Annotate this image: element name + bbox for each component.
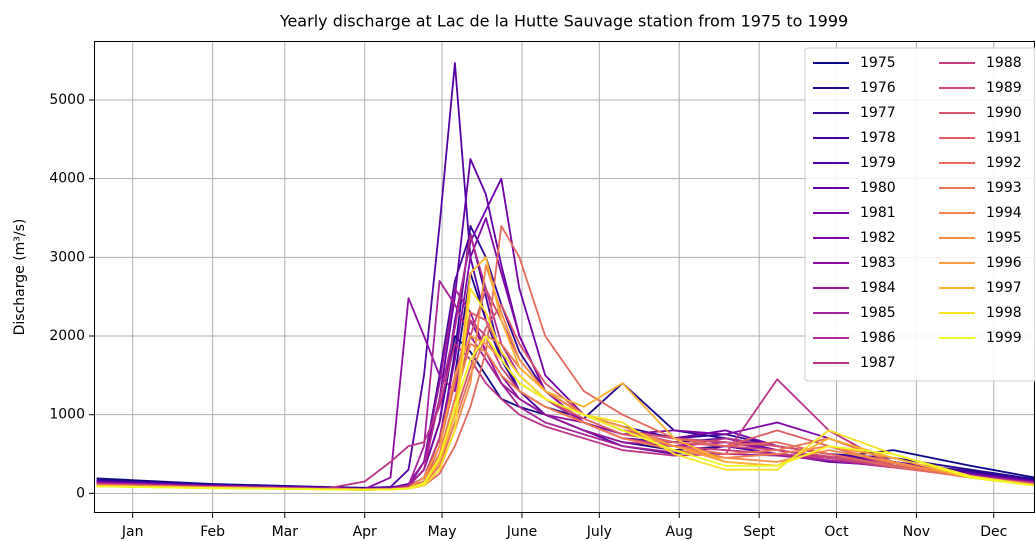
legend-label: 1993 <box>986 180 1022 196</box>
legend-label: 1983 <box>860 255 896 271</box>
legend-label: 1985 <box>860 305 896 321</box>
legend-label: 1989 <box>986 80 1022 96</box>
x-tick-label: Feb <box>200 524 225 540</box>
legend-label: 1990 <box>986 105 1022 121</box>
y-tick-label: 0 <box>76 485 85 501</box>
legend-label: 1988 <box>986 55 1022 71</box>
x-tick-label: July <box>586 524 612 540</box>
legend-label: 1994 <box>986 205 1022 221</box>
y-tick-label: 5000 <box>49 92 85 108</box>
legend-label: 1978 <box>860 130 896 146</box>
series-line <box>96 343 1035 490</box>
y-tick-label: 2000 <box>49 328 85 344</box>
x-tick-label: May <box>428 524 457 540</box>
y-axis-label: Discharge (m³/s) <box>12 219 28 336</box>
x-tick-label: Jan <box>121 524 144 540</box>
lines <box>96 62 1035 491</box>
legend-label: 1987 <box>860 355 896 371</box>
chart-title: Yearly discharge at Lac de la Hutte Sauv… <box>279 12 848 31</box>
legend-label: 1999 <box>986 330 1022 346</box>
x-tick-label: Sept <box>743 524 775 540</box>
legend-label: 1995 <box>986 230 1022 246</box>
legend-label: 1975 <box>860 55 896 71</box>
legend-label: 1997 <box>986 280 1022 296</box>
x-tick-label: Aug <box>666 524 693 540</box>
legend-label: 1991 <box>986 130 1022 146</box>
legend-label: 1984 <box>860 280 896 296</box>
legend: 1975 1976 1977 1978 1979 1980 1981 1982 1983 1984… <box>804 47 1035 382</box>
legend-label: 1996 <box>986 255 1022 271</box>
legend-label: 1992 <box>986 155 1022 171</box>
x-tick-label: Mar <box>272 524 299 540</box>
y-tick-label: 4000 <box>49 171 85 187</box>
legend-label: 1980 <box>860 180 896 196</box>
x-tick-label: Apr <box>353 524 377 540</box>
x-tick-label: Dec <box>980 524 1007 540</box>
legend-label: 1998 <box>986 305 1022 321</box>
legend-label: 1986 <box>860 330 896 346</box>
legend-label: 1977 <box>860 105 896 121</box>
y-tick-label: 3000 <box>49 249 85 265</box>
legend-label: 1976 <box>860 80 896 96</box>
x-tick-label: June <box>506 524 538 540</box>
y-tick-label: 1000 <box>49 407 85 423</box>
grid: 0 1000 2000 3000 4000 5000 Jan Feb Mar Apr May June… <box>49 41 1035 540</box>
legend-box <box>804 47 1035 382</box>
legend-label: 1981 <box>860 205 896 221</box>
legend-label: 1979 <box>860 155 896 171</box>
legend-label: 1982 <box>860 230 896 246</box>
x-tick-label: Nov <box>903 524 930 540</box>
series-line <box>96 335 1035 491</box>
x-tick-label: Oct <box>824 524 849 540</box>
